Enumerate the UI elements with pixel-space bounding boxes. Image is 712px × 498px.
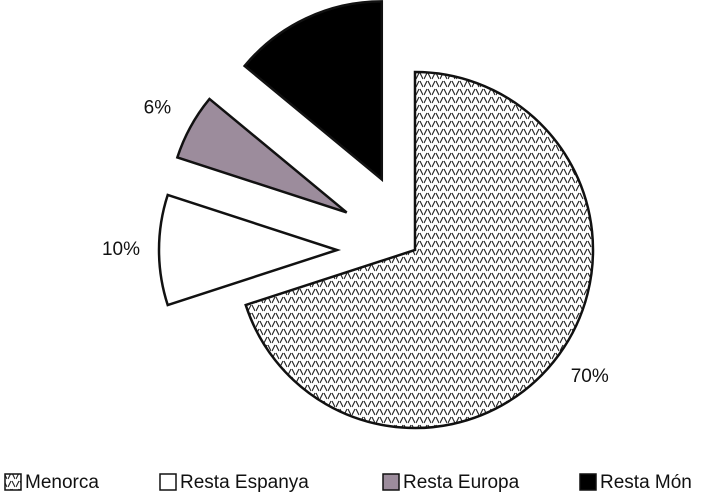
legend-swatch [579,473,597,491]
legend-swatch [4,473,22,491]
legend-label: Resta Espanya [180,472,309,493]
pie-slice [242,0,384,183]
legend-label: Menorca [25,472,99,493]
slice-label: 70% [571,366,609,387]
slice-label: 10% [102,239,140,260]
legend-swatch [382,473,400,491]
legend-swatch [159,473,177,491]
pie-slice [157,193,342,307]
legend-label: Resta Món [600,472,692,493]
slice-label: 6% [144,97,172,118]
pie-slice [244,70,595,430]
pie-slice [175,97,348,214]
legend-label: Resta Europa [403,472,520,493]
